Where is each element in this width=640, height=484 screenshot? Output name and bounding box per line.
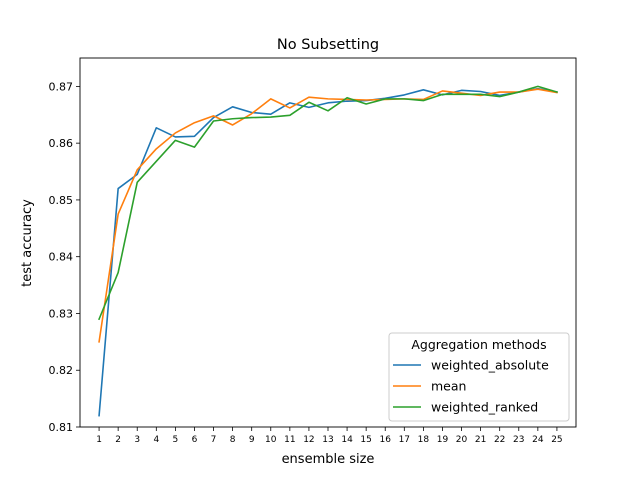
x-tick-label: 13	[322, 435, 333, 445]
series-line-mean	[98, 88, 558, 343]
series-line-weighted-absolute	[98, 87, 558, 417]
x-tick-label: 25	[551, 435, 562, 445]
x-tick-label: 4	[153, 435, 159, 445]
x-tick-label: 6	[192, 435, 198, 445]
x-axis-label: ensemble size	[282, 452, 375, 467]
x-tick-label: 9	[249, 435, 255, 445]
x-tick-label: 19	[437, 435, 449, 445]
x-tick-label: 14	[341, 435, 353, 445]
x-tick-label: 11	[284, 435, 295, 445]
legend-label-mean: mean	[431, 379, 466, 394]
x-tick-label: 17	[399, 435, 410, 445]
x-tick-label: 3	[134, 435, 140, 445]
y-tick-label: 0.85	[49, 194, 74, 207]
y-tick-label: 0.86	[49, 137, 74, 150]
legend-title: Aggregation methods	[411, 337, 546, 352]
y-tick-label: 0.81	[49, 421, 74, 434]
legend-label-weighted-ranked: weighted_ranked	[431, 400, 538, 415]
x-tick-label: 5	[173, 435, 179, 445]
x-tick-label: 7	[211, 435, 217, 445]
x-tick-label: 18	[418, 435, 430, 445]
y-tick-label: 0.84	[49, 251, 74, 264]
x-tick-label: 2	[115, 435, 121, 445]
y-tick-label: 0.87	[49, 80, 74, 93]
x-tick-label: 12	[303, 435, 314, 445]
x-tick-label: 1	[96, 435, 102, 445]
x-tick-label: 20	[456, 435, 468, 445]
y-tick-label: 0.82	[49, 364, 74, 377]
x-tick-label: 10	[265, 435, 277, 445]
legend: Aggregation methods weighted_absolutemean…	[388, 332, 570, 422]
chart-title: No Subsetting	[277, 37, 379, 53]
legend-label-weighted-absolute: weighted_absolute	[431, 358, 549, 373]
x-tick-label: 22	[494, 435, 505, 445]
series-line-weighted-ranked	[98, 85, 558, 321]
plot-area: 1 2 3 4 5 6 7 8 9 10 11 12 13 14 15 16 17 18 19 20 21 22 23 24 2…	[49, 57, 577, 445]
y-axis-label: test accuracy	[20, 199, 35, 287]
x-tick-label: 16	[380, 435, 392, 445]
legend-box	[388, 332, 570, 422]
y-tick-label: 0.83	[49, 307, 74, 320]
x-tick-label: 24	[532, 435, 544, 445]
x-tick-label: 23	[513, 435, 524, 445]
x-tick-label: 15	[360, 435, 371, 445]
x-tick-label: 21	[475, 435, 486, 445]
x-tick-label: 8	[230, 435, 236, 445]
